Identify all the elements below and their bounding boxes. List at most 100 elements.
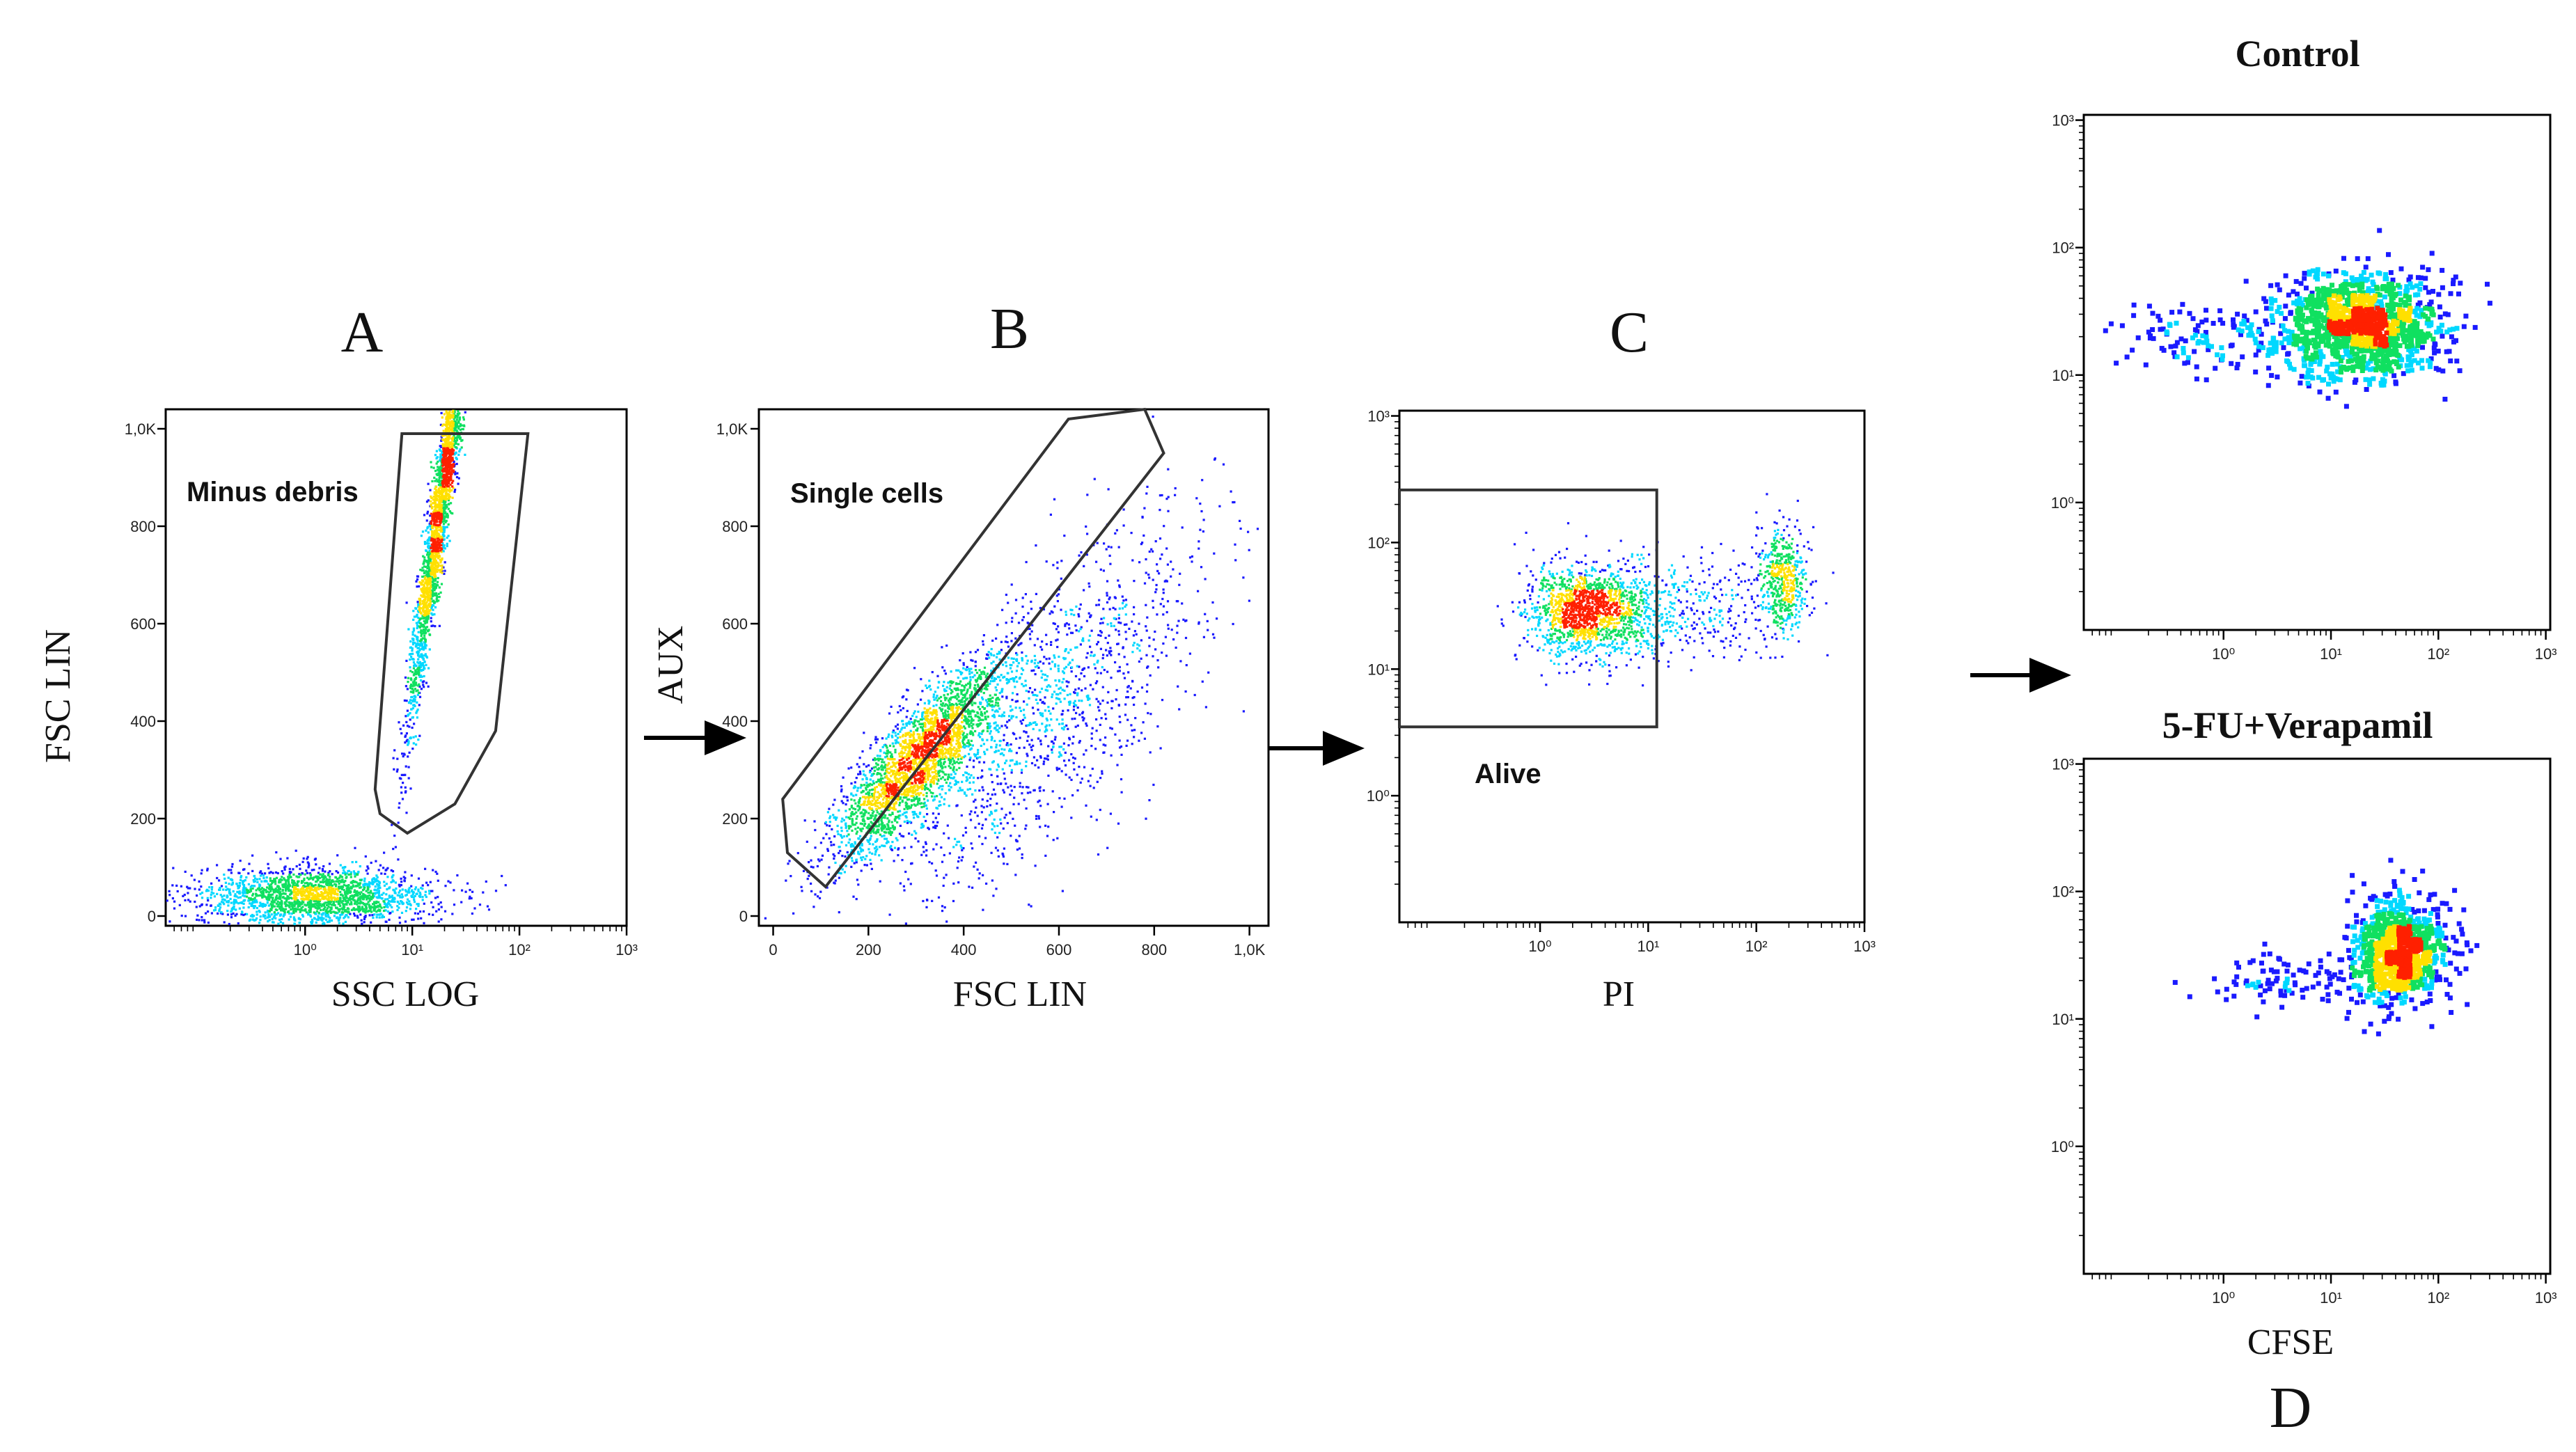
event-dot: [355, 881, 358, 884]
event-dot: [405, 790, 407, 793]
event-dot: [431, 603, 434, 607]
event-dot: [357, 908, 360, 912]
event-dot: [168, 894, 171, 897]
event-dot: [272, 897, 274, 899]
event-dot: [434, 523, 437, 526]
event-dot: [916, 703, 919, 706]
event-dot: [1044, 757, 1046, 760]
event-dot: [433, 531, 436, 534]
event-dot: [417, 877, 421, 880]
event-dot: [171, 884, 174, 887]
event-dot: [1002, 827, 1005, 830]
event-dot: [304, 894, 306, 897]
event-dot: [430, 530, 434, 532]
event-dot: [370, 890, 372, 892]
event-dot: [890, 705, 893, 708]
event-dot: [453, 471, 455, 473]
event-dot: [405, 890, 408, 893]
event-dot: [324, 901, 327, 904]
event-dot: [295, 901, 298, 905]
event-dot: [945, 644, 948, 647]
event-dot: [455, 475, 459, 479]
event-dot: [441, 533, 444, 536]
event-dot: [371, 894, 375, 897]
event-dot: [204, 912, 207, 915]
event-dot: [409, 787, 412, 790]
event-dot: [267, 920, 269, 923]
event-dot: [1000, 640, 1003, 643]
event-dot: [228, 890, 230, 892]
event-dot: [412, 684, 415, 686]
event-dot: [856, 763, 858, 766]
event-dot: [363, 883, 366, 885]
event-dot: [307, 902, 310, 905]
event-dot: [443, 528, 446, 530]
event-dot: [429, 599, 432, 602]
event-dot: [297, 890, 299, 893]
event-dot: [339, 914, 342, 917]
event-dot: [1044, 696, 1046, 699]
event-dot: [238, 907, 241, 910]
event-dot: [1130, 724, 1133, 727]
event-dot: [971, 847, 974, 850]
event-dot: [435, 489, 438, 491]
event-dot: [1170, 629, 1173, 631]
event-dot: [438, 529, 441, 532]
event-dot: [396, 908, 399, 911]
event-dot: [442, 439, 445, 441]
event-dot: [1067, 727, 1069, 730]
event-dot: [1089, 615, 1092, 619]
event-dot: [439, 529, 443, 532]
event-dot: [428, 892, 431, 895]
event-dot: [251, 869, 254, 872]
event-dot: [253, 899, 256, 902]
event-dot: [428, 604, 431, 608]
event-dot: [462, 416, 465, 419]
event-dot: [945, 920, 948, 923]
event-dot: [447, 535, 450, 537]
event-dot: [424, 890, 427, 893]
event-dot: [977, 777, 980, 780]
event-dot: [356, 885, 359, 887]
event-dot: [1159, 509, 1161, 512]
event-dot: [1047, 774, 1050, 777]
event-dot: [341, 867, 344, 869]
event-dot: [370, 882, 372, 885]
event-dot: [1079, 781, 1082, 784]
event-dot: [409, 903, 412, 907]
event-dot: [1143, 582, 1147, 585]
event-dot: [314, 883, 317, 887]
event-dot: [441, 497, 444, 500]
event-dot: [453, 418, 455, 420]
event-dot: [1165, 654, 1168, 657]
event-dot: [985, 882, 988, 885]
event-dot: [233, 901, 235, 903]
event-dot: [206, 869, 209, 871]
event-dot: [980, 811, 983, 814]
event-dot: [1148, 799, 1151, 802]
event-dot: [418, 675, 421, 678]
event-dot: [1116, 764, 1119, 766]
event-dot: [1152, 655, 1154, 658]
event-dot: [301, 902, 304, 906]
event-dot: [412, 667, 415, 670]
event-dot: [384, 872, 386, 875]
event-dot: [320, 905, 323, 908]
event-dot: [1119, 720, 1122, 724]
event-dot: [249, 890, 253, 892]
event-dot: [342, 907, 345, 910]
event-dot: [317, 877, 320, 880]
event-dot: [1023, 730, 1026, 733]
event-dot: [299, 918, 301, 921]
event-dot: [176, 890, 179, 893]
event-dot: [356, 908, 359, 910]
event-dot: [418, 606, 421, 609]
event-dot: [1013, 796, 1016, 799]
event-dot: [434, 469, 437, 473]
event-dot: [1197, 540, 1200, 543]
event-dot: [407, 777, 410, 780]
event-dot: [1010, 743, 1012, 746]
event-dot: [261, 896, 264, 899]
event-dot: [427, 913, 430, 915]
event-dot: [395, 887, 398, 890]
